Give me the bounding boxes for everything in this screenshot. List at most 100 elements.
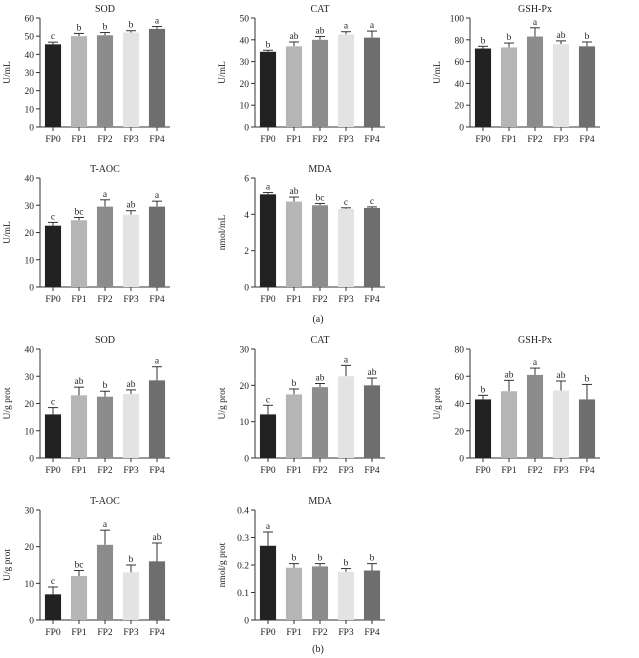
bar-fp1 — [500, 47, 518, 127]
y-tick-label: 0 — [29, 284, 34, 294]
bar-fp2 — [96, 396, 114, 458]
significance-letter: ab — [153, 533, 162, 543]
bar-fp3 — [122, 572, 140, 620]
significance-letter: ab — [127, 380, 136, 390]
bar-fp2 — [311, 39, 329, 127]
y-axis-label: U/mL — [3, 221, 13, 244]
x-tick-label: FP4 — [579, 466, 595, 476]
y-tick-label: 6 — [244, 175, 249, 185]
y-axis-label: U/mL — [218, 61, 228, 84]
chart-b-sod: SOD U/g prot 0 10 20 30 40 c FP0 ab FP1 b FP2 ab FP3 a F… — [3, 335, 170, 476]
significance-letter: a — [103, 190, 108, 200]
significance-letter: ab — [316, 27, 325, 37]
x-tick-label: FP0 — [45, 628, 61, 638]
panel-label-b: (b) — [312, 644, 324, 655]
chart-title: T-AOC — [90, 496, 120, 507]
y-tick-label: 10 — [25, 427, 35, 437]
x-tick-label: FP3 — [553, 466, 569, 476]
significance-letter: b — [129, 555, 134, 565]
significance-letter: b — [344, 559, 349, 569]
chart-a-sod: SOD U/mL 0 10 20 30 40 50 60 c FP0 b FP1 b FP2 b FP3 a FP4 — [3, 4, 170, 145]
y-tick-label: 4 — [244, 211, 249, 221]
bar-fp1 — [70, 220, 88, 287]
y-tick-label: 100 — [450, 15, 465, 25]
y-tick-label: 80 — [455, 346, 465, 356]
bar-fp1 — [285, 201, 303, 287]
bar-fp4 — [578, 46, 596, 128]
significance-letter: a — [266, 522, 271, 532]
significance-letter: bc — [75, 208, 84, 218]
y-tick-label: 40 — [25, 346, 35, 356]
y-tick-label: 10 — [240, 418, 250, 428]
bar-fp2 — [96, 544, 114, 620]
y-tick-label: 20 — [25, 229, 35, 239]
y-tick-label: 50 — [25, 33, 35, 43]
bar-fp1 — [70, 395, 88, 458]
y-tick-label: 10 — [25, 580, 35, 590]
y-tick-label: 20 — [240, 80, 250, 90]
significance-letter: ab — [290, 32, 299, 42]
significance-letter: b — [481, 36, 486, 46]
x-tick-label: FP4 — [149, 295, 165, 305]
significance-letter: a — [155, 191, 160, 201]
chart-a-cat: CAT U/mL 0 10 20 30 40 50 b FP0 ab FP1 ab FP2 a FP3 a FP4 — [218, 4, 385, 145]
y-tick-label: 20 — [455, 427, 465, 437]
x-tick-label: FP1 — [71, 135, 87, 145]
x-tick-label: FP4 — [579, 135, 595, 145]
chart-b-taoc: T-AOC U/g prot 0 10 20 30 c FP0 bc FP1 a FP2 b FP3 ab F… — [3, 496, 170, 638]
significance-letter: b — [103, 23, 108, 33]
y-axis-label: U/g prot — [433, 387, 443, 419]
y-tick-label: 30 — [240, 58, 250, 68]
y-axis-label: U/mL — [3, 61, 13, 84]
chart-title: GSH-Px — [518, 335, 552, 346]
significance-letter: c — [51, 398, 55, 408]
x-tick-label: FP1 — [286, 628, 302, 638]
y-tick-label: 0 — [244, 124, 249, 134]
y-tick-label: 20 — [25, 400, 35, 410]
significance-letter: c — [344, 198, 348, 208]
significance-letter: b — [507, 33, 512, 43]
y-tick-label: 40 — [455, 80, 465, 90]
x-tick-label: FP0 — [45, 295, 61, 305]
y-tick-label: 50 — [240, 15, 250, 25]
significance-letter: b — [292, 379, 297, 389]
x-tick-label: FP2 — [527, 135, 543, 145]
x-tick-label: FP0 — [45, 135, 61, 145]
y-tick-label: 30 — [25, 373, 35, 383]
y-axis-label: U/g prot — [3, 549, 13, 581]
bar-fp2 — [526, 36, 544, 127]
significance-letter: a — [370, 21, 375, 31]
x-tick-label: FP3 — [338, 295, 354, 305]
x-tick-label: FP3 — [553, 135, 569, 145]
y-axis-label: U/g prot — [218, 387, 228, 419]
significance-letter: c — [266, 395, 270, 405]
bar-fp0 — [259, 51, 277, 127]
chart-title: SOD — [95, 4, 115, 15]
bar-fp2 — [311, 205, 329, 287]
chart-b-gshpx: GSH-Px U/g prot 0 20 40 60 80 b FP0 ab FP1 a FP2 ab FP… — [433, 335, 600, 476]
significance-letter: c — [51, 212, 55, 222]
y-tick-label: 0.1 — [237, 589, 249, 599]
chart-title: CAT — [311, 335, 330, 346]
bar-fp3 — [122, 214, 140, 287]
bar-fp4 — [578, 399, 596, 458]
x-tick-label: FP3 — [338, 466, 354, 476]
y-tick-label: 30 — [25, 202, 35, 212]
significance-letter: bc — [316, 193, 325, 203]
x-tick-label: FP2 — [527, 466, 543, 476]
x-tick-label: FP2 — [312, 135, 328, 145]
chart-title: MDA — [308, 164, 332, 175]
chart-title: CAT — [311, 4, 330, 15]
y-tick-label: 60 — [25, 15, 35, 25]
significance-letter: b — [318, 554, 323, 564]
significance-letter: ab — [368, 368, 377, 378]
y-tick-label: 40 — [240, 36, 250, 46]
x-tick-label: FP0 — [475, 135, 491, 145]
x-tick-label: FP0 — [45, 466, 61, 476]
y-tick-label: 0.2 — [237, 562, 249, 572]
significance-letter: c — [51, 32, 55, 42]
significance-letter: b — [585, 32, 590, 42]
significance-letter: ab — [290, 187, 299, 197]
bar-fp4 — [148, 380, 166, 458]
